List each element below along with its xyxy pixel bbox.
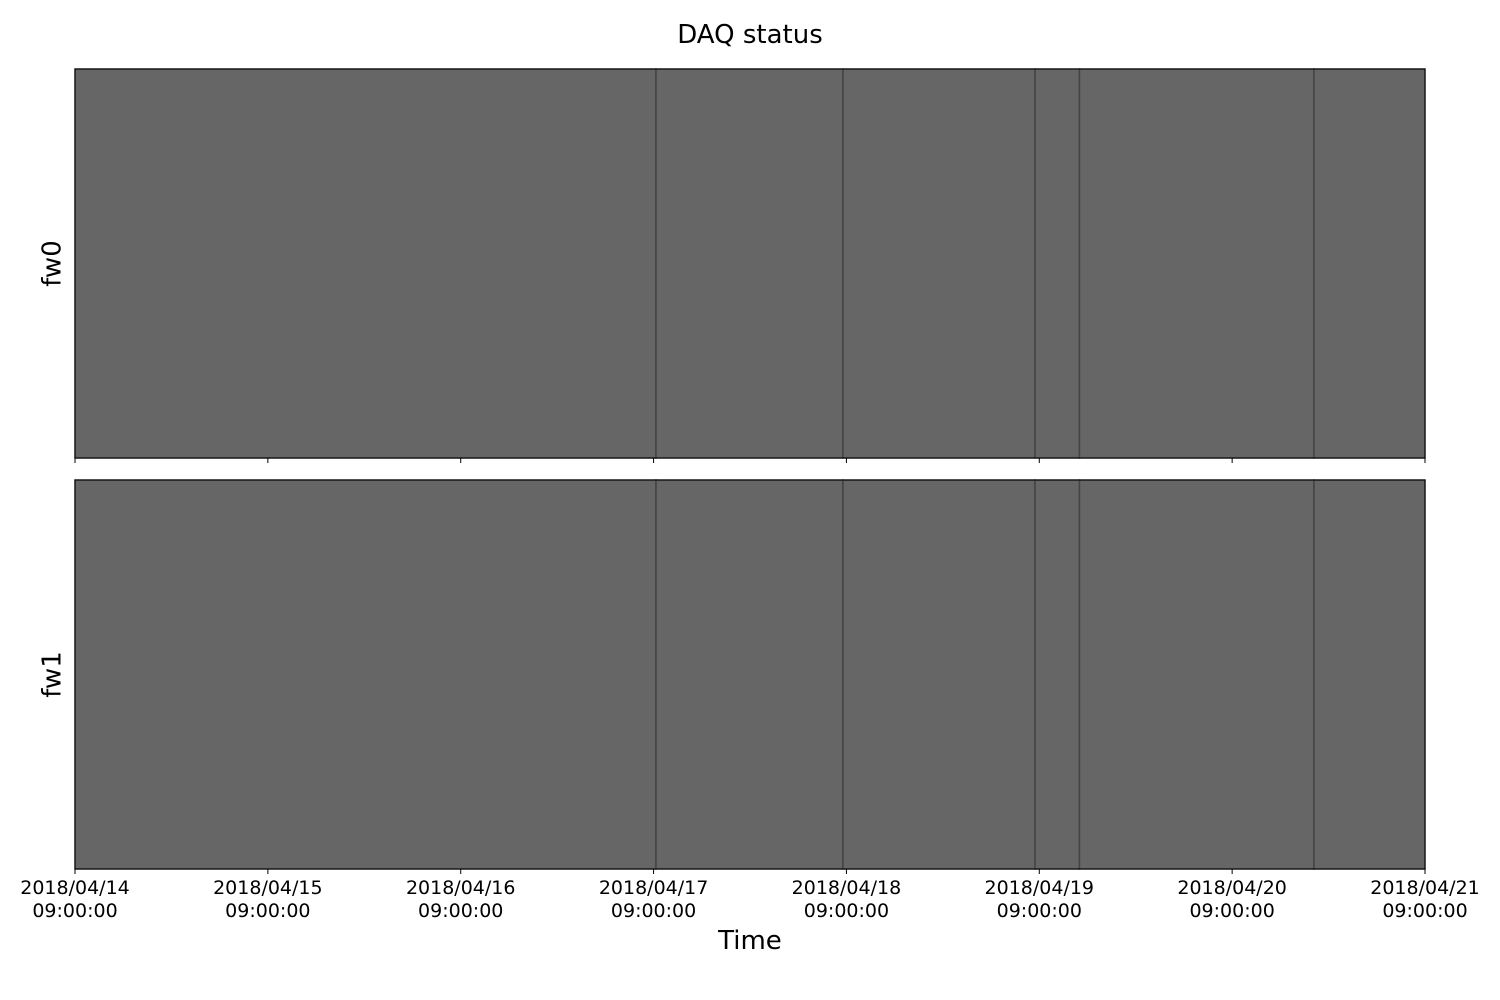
status-segment [655,68,844,459]
status-segment [1313,479,1426,870]
x-tick-label: 2018/04/16 09:00:00 [406,877,516,922]
y-axis-label: fw0 [38,240,68,287]
axes-frame [74,479,1426,870]
status-segment [1078,68,1315,459]
status-segment [1034,68,1081,459]
status-segment [74,479,657,870]
status-segment [74,68,657,459]
chart-title: DAQ status [677,20,823,50]
status-segment [842,479,1036,870]
status-segment [842,68,1036,459]
status-segment [1034,479,1081,870]
status-segment [1313,68,1426,459]
y-axis-label: fw1 [38,651,68,698]
status-segment [655,479,844,870]
x-tick-label: 2018/04/19 09:00:00 [985,877,1095,922]
x-tick-label: 2018/04/20 09:00:00 [1177,877,1287,922]
status-segment [1078,479,1315,870]
axes-frame [74,68,1426,459]
x-tick-label: 2018/04/15 09:00:00 [213,877,323,922]
x-tick-label: 2018/04/17 09:00:00 [599,877,709,922]
x-tick-label: 2018/04/21 09:00:00 [1370,877,1480,922]
x-tick-label: 2018/04/14 09:00:00 [20,877,130,922]
x-axis-label: Time [717,926,782,956]
x-tick-label: 2018/04/18 09:00:00 [792,877,902,922]
